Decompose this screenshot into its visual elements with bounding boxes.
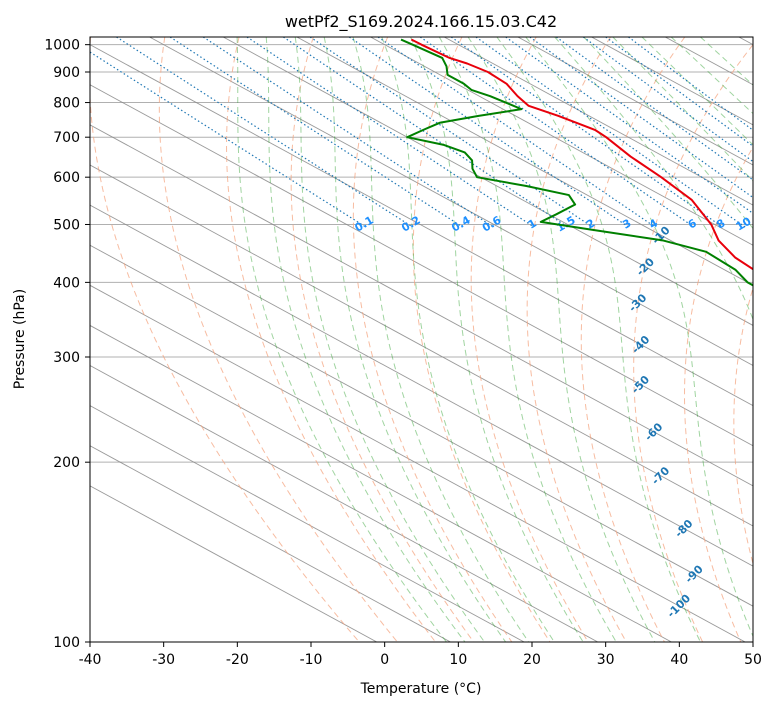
x-tick-label: 50 [744,652,762,668]
moist-adiabat-line [554,37,753,321]
isotherm-line [90,164,753,527]
isotherm-line [444,37,753,206]
isotherm-line [90,445,451,642]
mixing-ratio-line [90,51,367,228]
dry-adiabat-line [352,37,513,642]
y-tick-label: 1000 [44,38,80,54]
mixing-ratio-line [605,37,753,147]
mixing-ratio-label: 13 [761,215,775,234]
isotherm-line [90,365,598,642]
mixing-ratio-line [202,37,494,228]
y-tick-label: 100 [53,635,80,651]
dewpoint-profile-line [400,38,753,287]
y-tick-label: 200 [53,455,80,471]
moist-adiabat-line [381,37,555,642]
moist-adiabat-line [438,37,617,642]
isotherm-line [90,244,753,607]
moist-adiabat-line [294,37,485,642]
x-tick-label: 30 [597,652,615,668]
isotherm-line [517,37,753,166]
axes: -40 -30 -20 -10 0 10 20 30 40 50 100 200 300 400 500 60… [44,38,762,668]
mixing-ratio-line [309,37,593,228]
dry-adiabat-line [580,37,686,642]
mixing-ratio-line [628,37,753,131]
isotherm-line [90,84,753,447]
isotherm-line [370,37,753,246]
plot-frame [89,36,754,643]
mixing-ratio-line [246,37,535,228]
y-tick-label: 500 [53,217,80,233]
mixing-ratio-line [505,37,753,215]
y-tick-label: 800 [53,96,80,112]
x-tick-label: -20 [226,652,249,668]
moist-adiabat-line [612,37,753,182]
y-tick-label: 300 [53,350,80,366]
isotherm-line [90,44,753,407]
mixing-ratio-line [475,37,746,228]
mixing-ratio-line [116,37,414,228]
moist-adiabat-line [583,37,753,230]
x-axis-title: Temperature (°C) [360,681,482,697]
temperature-profile-line [410,38,753,271]
moist-adiabat-line [525,37,753,638]
isotherm-line [90,284,746,642]
x-tick-label: 20 [523,652,541,668]
isotherm-line [90,485,377,642]
dry-adiabat-line [470,37,589,642]
dry-adiabat-line [526,37,627,642]
dry-adiabat-line [412,37,551,642]
dry-adiabat-line [158,37,398,642]
moist-adiabat-line [236,37,447,642]
mixing-ratio-line [283,37,569,228]
moist-adiabat-line [641,37,753,146]
dry-adiabat-line [90,37,360,642]
dry-adiabat-line [733,286,753,566]
dry-adiabat-line [226,37,436,642]
x-tick-label: 40 [670,652,688,668]
moist-adiabat-line [323,37,507,642]
moist-adiabat-line [352,37,530,642]
mixing-ratio-line [348,37,630,228]
x-tick-label: -30 [152,652,175,668]
y-axis-title: Pressure (hPa) [12,289,28,389]
background-lines [90,37,753,642]
y-tick-label: 900 [53,65,80,81]
x-tick-label: 0 [380,652,389,668]
x-tick-label: 10 [449,652,467,668]
isotherm-line [90,405,525,642]
mixing-ratio-line [419,37,695,228]
x-tick-label: -10 [300,652,323,668]
mixing-ratio-line [450,37,723,228]
mixing-ratio-label: 10 [734,214,754,233]
isotherm-line [90,204,753,567]
isotherm-line [296,37,753,286]
moist-adiabat-line [265,37,466,642]
mixing-ratio-line [555,37,753,181]
moist-adiabat-line [410,37,584,642]
dry-adiabat-line [633,43,753,642]
mixing-ratio-line [582,37,753,163]
y-tick-label: 400 [53,275,80,291]
y-tick-label: 600 [53,170,80,186]
isotherm-line [149,37,753,367]
dry-adiabat-line [290,37,475,642]
chart-title: wetPf2_S169.2024.166.15.03.C42 [285,12,557,32]
isotherm-line [90,124,753,487]
dry-adiabat-line [684,146,753,642]
y-tick-label: 700 [53,130,80,146]
moist-adiabat-line [496,37,701,642]
profile-lines [400,38,753,287]
isotherm-line [90,324,672,642]
x-tick-label: -40 [79,652,102,668]
